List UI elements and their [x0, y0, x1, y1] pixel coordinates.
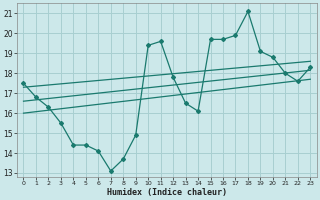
- X-axis label: Humidex (Indice chaleur): Humidex (Indice chaleur): [107, 188, 227, 197]
